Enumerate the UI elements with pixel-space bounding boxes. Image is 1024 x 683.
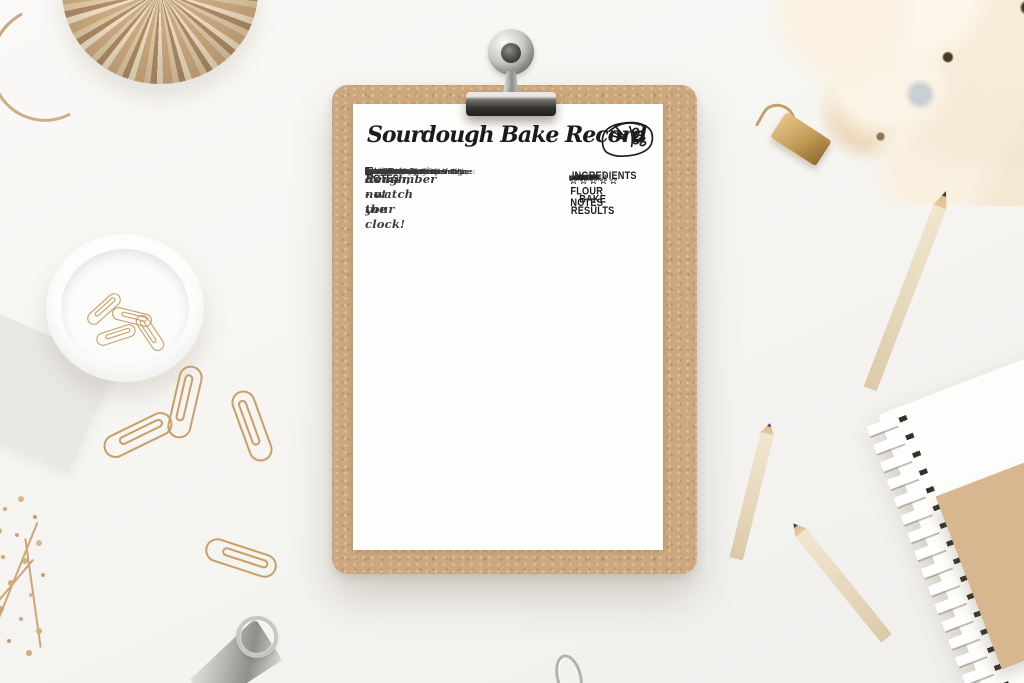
bulldog-clip-body xyxy=(466,92,556,116)
field-label: Lid On - Oven Temp + Time: xyxy=(365,167,472,177)
field-label: Starter was last fed: xyxy=(365,167,442,177)
bulldog-clip-ring-hole xyxy=(501,43,521,63)
dried-sprig xyxy=(0,488,168,683)
ingredient-label: SALT xyxy=(576,173,593,181)
gold-paperclip xyxy=(202,535,280,581)
checkbox-label: Cold Ferment xyxy=(365,166,414,176)
ingredient-label: FLOUR xyxy=(576,173,599,181)
paperclip-bowl xyxy=(46,234,204,382)
binder-clip-handle xyxy=(550,651,588,683)
field-label: Total proofing time: xyxy=(365,167,439,177)
field-label: Time Placed Into Banneton: xyxy=(365,167,470,177)
rating-label: RISE xyxy=(569,175,586,182)
rating-stars: ☆☆☆☆☆ xyxy=(569,176,619,187)
field-label: Baking Vessel: xyxy=(365,167,420,177)
rating-stars: ☆☆☆☆☆ xyxy=(569,176,619,187)
reminder-line: Remember - watch your xyxy=(365,172,437,216)
checkbox xyxy=(365,167,373,175)
clipboard: Sourdough Bake Record Date of bake: Star… xyxy=(332,85,697,574)
gold-paperclip xyxy=(99,407,177,463)
write-line xyxy=(569,173,607,181)
field-label: Time of Shaping: xyxy=(365,167,430,177)
page-title: Sourdough Bake Record xyxy=(367,122,647,148)
field-label: Ambient Temp in Kitchen: xyxy=(365,167,463,177)
bread-loaf-icon xyxy=(601,121,654,158)
rating-stars: ☆☆☆☆☆ xyxy=(569,176,619,187)
field-label: Number of stretch + folds: xyxy=(365,167,467,177)
checkbox-label: Room Temp Proof xyxy=(365,166,429,176)
cream-flowers xyxy=(752,0,1024,206)
field-label: Date of bake: xyxy=(365,167,417,177)
rating-label: CRUST xyxy=(569,175,593,182)
rating-label: TASTE xyxy=(569,175,591,182)
form-header: Sourdough Bake Record xyxy=(365,110,657,164)
field-label: Length of Bulk Ferment: xyxy=(365,167,457,177)
field-label: Time you mixed the dough: xyxy=(365,167,470,177)
field-label: Time between each S + F: xyxy=(365,167,465,177)
bake-record-sheet: Sourdough Bake Record Date of bake: Star… xyxy=(353,104,663,550)
gold-paperclip xyxy=(228,387,276,465)
rating-label: CRUMB xyxy=(569,175,595,182)
wood-pencil xyxy=(863,189,952,392)
field-label: Scoring Details xyxy=(365,167,423,177)
wood-pencil xyxy=(788,519,892,643)
bulldog-clip-neck xyxy=(503,71,519,95)
checkbox-label: Autolyse xyxy=(365,166,397,176)
rating-label: SCORING xyxy=(569,175,601,182)
field-label: Lid Off - Oven Temp + Time: xyxy=(365,167,473,177)
field-label: Length of auto/fermentolyse: xyxy=(365,167,476,177)
checkbox-label: Fermentolyse xyxy=(365,166,415,176)
field-label: Water Spray / Ice Cubes: xyxy=(365,167,459,177)
ingredient-label: STARTER xyxy=(576,173,607,181)
ingredient-label: WATER xyxy=(576,173,600,181)
wood-pencil xyxy=(729,421,776,560)
reminder-line: dough, not the clock! xyxy=(365,172,411,231)
silver-binder-clip-handle xyxy=(236,616,278,658)
rating-stars: ☆☆☆☆☆ xyxy=(569,176,619,187)
rating-stars: ☆☆☆☆☆ xyxy=(569,176,619,187)
